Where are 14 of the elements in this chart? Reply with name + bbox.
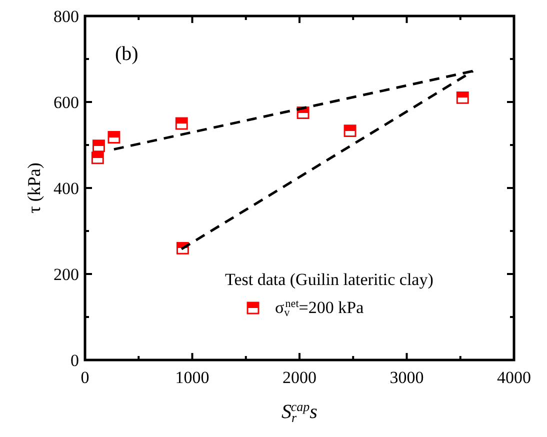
- x-tick-label: 3000: [390, 368, 424, 387]
- y-tick-label: 400: [54, 179, 79, 198]
- x-tick-label: 2000: [282, 368, 316, 387]
- x-tick-label: 1000: [175, 368, 210, 387]
- y-tick-label: 0: [70, 351, 79, 370]
- x-axis-title: S$_{r}$$^{cap}$s: [282, 398, 318, 425]
- legend-title: Test data (Guilin lateritic clay): [225, 270, 434, 289]
- annotation: (b): [115, 43, 138, 65]
- y-tick-label: 600: [54, 93, 79, 112]
- y-tick-label: 800: [54, 7, 79, 26]
- x-tick-label: 4000: [497, 368, 531, 387]
- y-tick-label: 200: [54, 265, 79, 284]
- y-axis-title: τ (kPa): [24, 162, 44, 214]
- legend-label: σ$_{v}$$^{net}$=200 kPa: [275, 298, 364, 320]
